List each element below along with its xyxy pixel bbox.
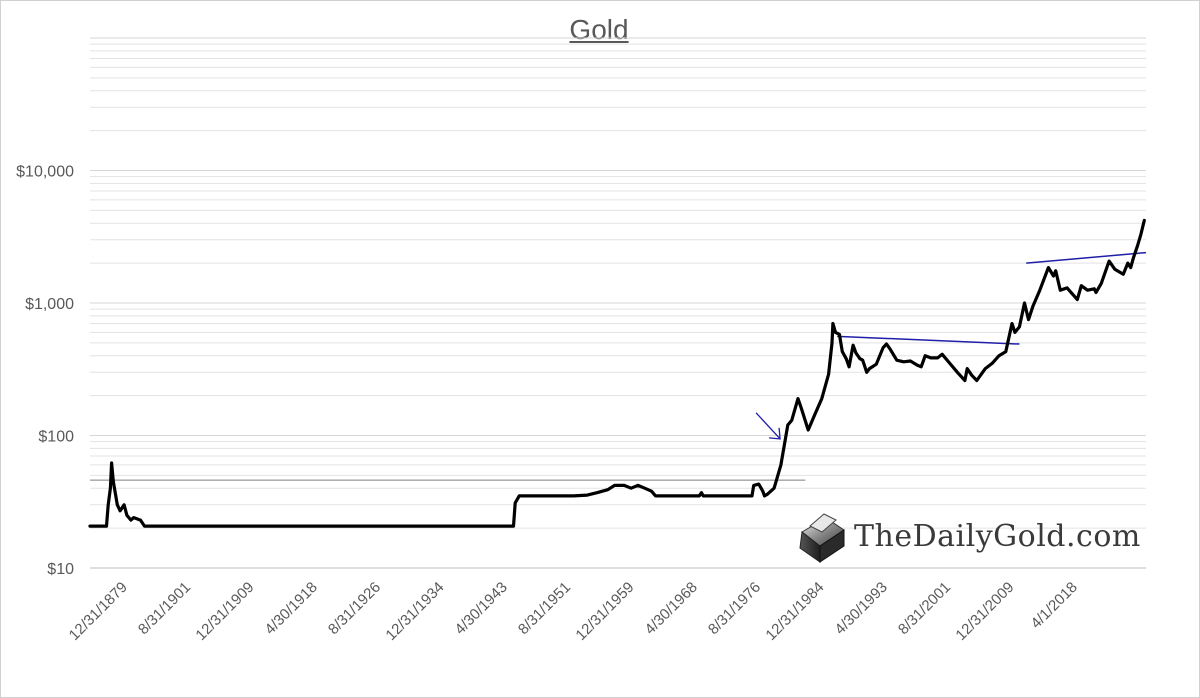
x-tick-label: 4/30/1918 (262, 579, 321, 638)
arrow-annotation (755, 412, 781, 440)
watermark: TheDailyGold.com (796, 506, 1141, 566)
x-tick-label: 4/30/1943 (452, 579, 511, 638)
x-tick-label: 12/31/1879 (66, 579, 131, 644)
trendline (837, 335, 1020, 345)
x-tick-label: 12/31/1934 (382, 579, 447, 644)
x-tick-label: 12/31/1959 (572, 579, 637, 644)
x-tick-label: 12/31/1909 (192, 579, 257, 644)
series-layer (88, 218, 1146, 528)
x-tick-label: 12/31/2009 (952, 579, 1017, 644)
arrow-head (769, 427, 781, 440)
x-tick-label: 8/31/2001 (895, 579, 954, 638)
trendline (1026, 251, 1147, 264)
x-tick-label: 4/30/1993 (832, 579, 891, 638)
x-tick-label: 4/30/1968 (642, 579, 701, 638)
x-tick-label: 8/31/1901 (135, 579, 194, 638)
annotations (90, 251, 1147, 481)
y-tick-label: $1,000 (25, 296, 74, 313)
series-line-gold-price (88, 218, 1146, 528)
watermark-text: TheDailyGold.com (854, 518, 1141, 554)
y-tick-label: $10 (47, 561, 74, 578)
x-tick-label: 8/31/1976 (705, 579, 764, 638)
chart-title: Gold (569, 14, 629, 45)
x-tick-label: 8/31/1926 (325, 579, 384, 638)
x-tick-label: 8/31/1951 (515, 579, 574, 638)
gold-bar-logo-icon (799, 513, 845, 563)
x-tick-label: 12/31/1984 (762, 579, 827, 644)
y-axis-tick-labels: $10 $100 $1,000 $10,000 (16, 164, 74, 579)
gridlines (90, 37, 1146, 529)
y-tick-label: $10,000 (16, 164, 74, 181)
y-tick-label: $100 (38, 429, 74, 446)
x-tick-label: 4/1/2018 (1028, 579, 1081, 632)
